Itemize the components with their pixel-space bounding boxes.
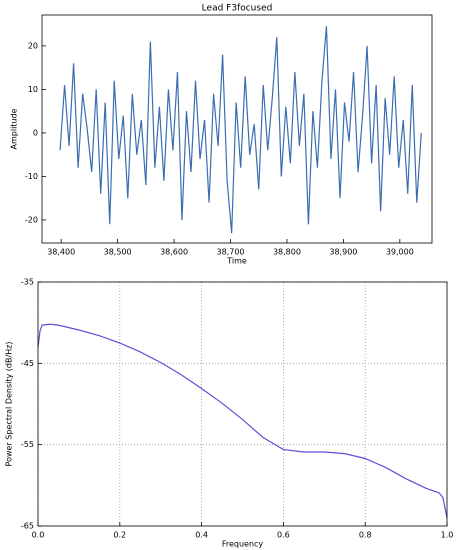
x-tick-label: 38,900: [329, 248, 357, 257]
x-tick-label: 0.6: [277, 531, 290, 540]
y-tick-label: 20: [28, 41, 38, 50]
y-tick-label: 0: [33, 128, 38, 137]
x-tick-label: 0.2: [113, 531, 126, 540]
x-tick-label: 38,800: [273, 248, 301, 257]
x-axis-label: Frequency: [222, 540, 264, 549]
plot-frame: [41, 14, 433, 244]
x-axis-label: Time: [226, 257, 247, 266]
y-tick-label: -65: [21, 522, 34, 531]
x-tick-label: 38,700: [217, 248, 245, 257]
y-tick-label: -10: [25, 172, 38, 181]
x-tick-label: 38,500: [104, 248, 132, 257]
x-tick-label: 0.0: [32, 531, 45, 540]
plot-frame: [37, 281, 448, 527]
y-tick-label: -45: [21, 359, 34, 368]
x-tick-label: 1.0: [441, 531, 454, 540]
data-line: [37, 323, 448, 518]
y-tick-label: -55: [21, 440, 34, 449]
x-tick-label: 0.4: [195, 531, 208, 540]
y-tick-label: -35: [21, 278, 34, 287]
data-line: [59, 26, 422, 234]
x-tick-label: 0.8: [359, 531, 372, 540]
x-tick-label: 38,400: [47, 248, 75, 257]
x-tick-label: 39,000: [386, 248, 414, 257]
x-tick-label: 38,600: [160, 248, 188, 257]
y-tick-label: -20: [25, 215, 38, 224]
y-axis-label: Amplitude: [10, 108, 19, 149]
chart-title: Lead F3focused: [202, 4, 273, 14]
y-tick-label: 10: [28, 85, 38, 94]
y-axis-label: Power Spectral Density (dB/Hz): [5, 342, 14, 467]
